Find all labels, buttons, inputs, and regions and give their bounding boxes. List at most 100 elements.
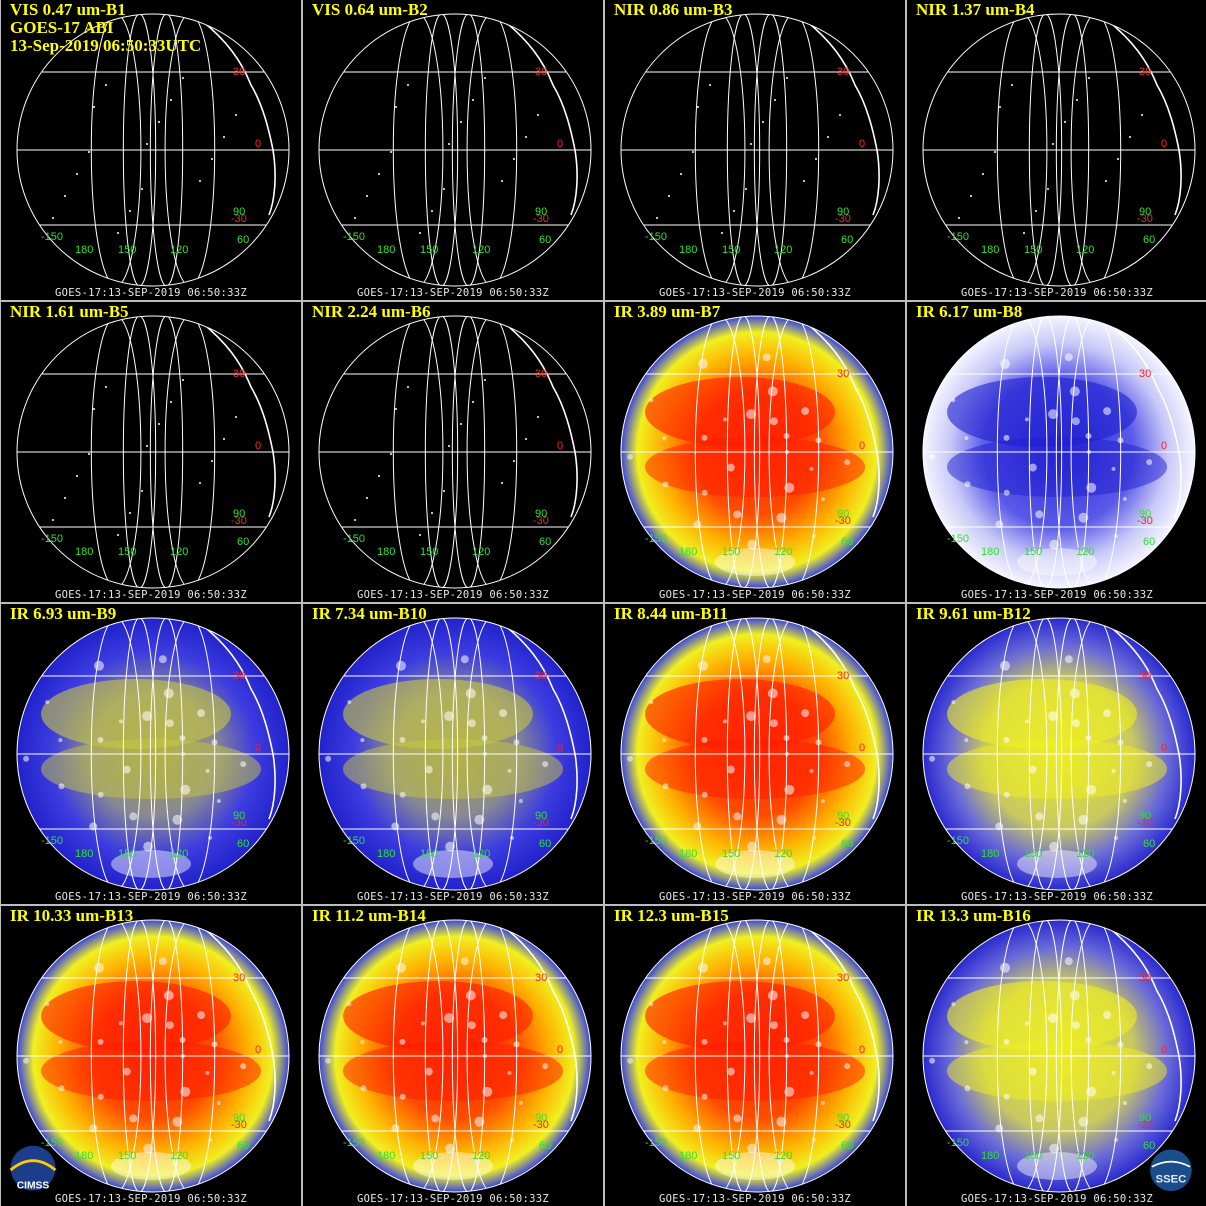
latitude-label: 0 — [255, 1044, 262, 1056]
longitude-label: 150 — [118, 546, 137, 558]
band-panel: 30 0 -30 -150 180 150 120 60 90 IR 8.44 um-B11 GOE… — [605, 604, 905, 904]
longitude-label: 120 — [170, 848, 189, 860]
longitude-label: 90 — [535, 508, 548, 520]
earth-disk-image — [318, 919, 592, 1193]
earth-disk-image — [620, 617, 894, 891]
longitude-label: 120 — [1076, 1150, 1095, 1162]
longitude-label: 60 — [237, 838, 250, 850]
longitude-label: 60 — [841, 234, 854, 246]
header-line: 13-Sep-2019 06:50:33UTC — [10, 36, 202, 55]
longitude-label: 150 — [420, 244, 439, 256]
longitude-label: 120 — [170, 1150, 189, 1162]
earth-disk-image — [922, 617, 1196, 891]
longitude-label: 60 — [1143, 234, 1156, 246]
band-panel: 30 0 -30 -150 180 150 120 60 90 IR 9.61 um-B12 GOE… — [907, 604, 1206, 904]
longitude-label: 60 — [841, 838, 854, 850]
latitude-label: 30 — [837, 66, 850, 78]
band-label: IR 6.17 um-B8 — [916, 302, 1023, 321]
longitude-label: 180 — [377, 546, 396, 558]
longitude-label: -150 — [947, 835, 970, 847]
longitude-label: 150 — [420, 1150, 439, 1162]
latitude-label: 30 — [233, 368, 246, 380]
band-panel: 30 0 -30 -150 180 150 120 60 90 IR 7.34 um-B10 GOE… — [303, 604, 603, 904]
latitude-label: 0 — [255, 742, 262, 754]
band-panel: 30 0 -30 -150 180 150 120 60 90 IR 10.33 um-B13 GO… — [1, 906, 301, 1206]
timestamp-label: GOES-17:13-SEP-2019 06:50:33Z — [960, 891, 1154, 903]
earth-disk-image — [922, 315, 1196, 589]
longitude-label: 150 — [118, 244, 137, 256]
longitude-label: -150 — [645, 1137, 668, 1149]
latitude-label: 30 — [535, 972, 548, 984]
longitude-label: 180 — [377, 244, 396, 256]
earth-disk-image — [620, 919, 894, 1193]
longitude-label: 180 — [377, 1150, 396, 1162]
latitude-label: 0 — [859, 742, 866, 754]
band-title: NIR 2.24 um-B6 — [312, 303, 431, 321]
band-panel: 30 0 -30 -150 180 150 120 60 90 IR 6.17 um-B8 GOES… — [907, 302, 1206, 602]
longitude-label: 180 — [981, 1150, 1000, 1162]
timestamp-label: GOES-17:13-SEP-2019 06:50:33Z — [658, 287, 852, 299]
earth-disk-image — [318, 13, 592, 287]
longitude-label: 120 — [472, 546, 491, 558]
longitude-label: 120 — [774, 1150, 793, 1162]
latitude-label: 0 — [859, 1044, 866, 1056]
longitude-label: 90 — [535, 1112, 548, 1124]
latitude-label: 30 — [535, 66, 548, 78]
longitude-label: -150 — [947, 231, 970, 243]
longitude-label: -150 — [343, 533, 366, 545]
longitude-label: 180 — [75, 244, 94, 256]
timestamp-label: GOES-17:13-SEP-2019 06:50:33Z — [658, 891, 852, 903]
earth-disk-image — [318, 617, 592, 891]
band-panel: 30 0 -30 -150 180 150 120 60 90 NIR 2.24 um-B6 GOE… — [303, 302, 603, 602]
band-label: IR 8.44 um-B11 — [614, 604, 728, 623]
longitude-label: 60 — [841, 1140, 854, 1152]
latitude-label: 0 — [255, 440, 262, 452]
longitude-label: 180 — [981, 546, 1000, 558]
band-title: IR 3.89 um-B7 — [614, 303, 720, 321]
longitude-label: 90 — [1139, 810, 1152, 822]
longitude-label: 180 — [981, 244, 1000, 256]
longitude-label: -150 — [343, 835, 366, 847]
longitude-label: 90 — [837, 1112, 850, 1124]
band-panel: 30 0 -30 -150 180 150 120 60 90 IR 6.93 um-B9 GOES… — [1, 604, 301, 904]
latitude-label: 0 — [255, 138, 262, 150]
band-title: IR 7.34 um-B10 — [312, 605, 427, 623]
band-title: IR 11.2 um-B14 — [312, 907, 426, 925]
latitude-label: -30 — [835, 1119, 851, 1131]
band-panel: 30 0 -30 -150 180 150 120 60 90 IR 13.3 um-B16 GOE… — [907, 906, 1206, 1206]
longitude-label: 90 — [837, 810, 850, 822]
longitude-label: 180 — [75, 848, 94, 860]
svg-text:SSEC: SSEC — [1156, 1173, 1187, 1185]
header-line: GOES-17 ABI — [10, 18, 114, 37]
longitude-label: 120 — [774, 848, 793, 860]
latitude-label: -30 — [1137, 817, 1153, 829]
longitude-label: 90 — [233, 1112, 246, 1124]
earth-disk-image — [16, 919, 290, 1193]
longitude-label: 90 — [233, 810, 246, 822]
latitude-label: 30 — [1139, 670, 1152, 682]
band-label: VIS 0.47 um-B1 — [10, 0, 126, 19]
latitude-label: 0 — [557, 138, 564, 150]
longitude-label: 90 — [1139, 1112, 1152, 1124]
band-title: IR 6.17 um-B8 — [916, 303, 1022, 321]
timestamp-label: GOES-17:13-SEP-2019 06:50:33Z — [54, 287, 248, 299]
timestamp-label: GOES-17:13-SEP-2019 06:50:33Z — [54, 891, 248, 903]
longitude-label: -150 — [947, 533, 970, 545]
band-label: IR 7.34 um-B10 — [312, 604, 427, 623]
longitude-label: 60 — [237, 536, 250, 548]
longitude-label: 90 — [1139, 206, 1152, 218]
longitude-label: -150 — [41, 1137, 64, 1149]
latitude-label: -30 — [533, 1119, 549, 1131]
latitude-label: -30 — [231, 1119, 247, 1131]
longitude-label: 150 — [722, 1150, 741, 1162]
latitude-label: 30 — [837, 972, 850, 984]
band-label: IR 13.3 um-B16 — [916, 906, 1031, 925]
latitude-label: -30 — [835, 515, 851, 527]
longitude-label: 90 — [233, 508, 246, 520]
band-label: IR 10.33 um-B13 — [10, 906, 134, 925]
longitude-label: 60 — [539, 838, 552, 850]
cimss-logo-icon: CIMSS — [9, 1145, 57, 1192]
band-title: IR 9.61 um-B12 — [916, 605, 1031, 623]
longitude-label: 150 — [1024, 848, 1043, 860]
